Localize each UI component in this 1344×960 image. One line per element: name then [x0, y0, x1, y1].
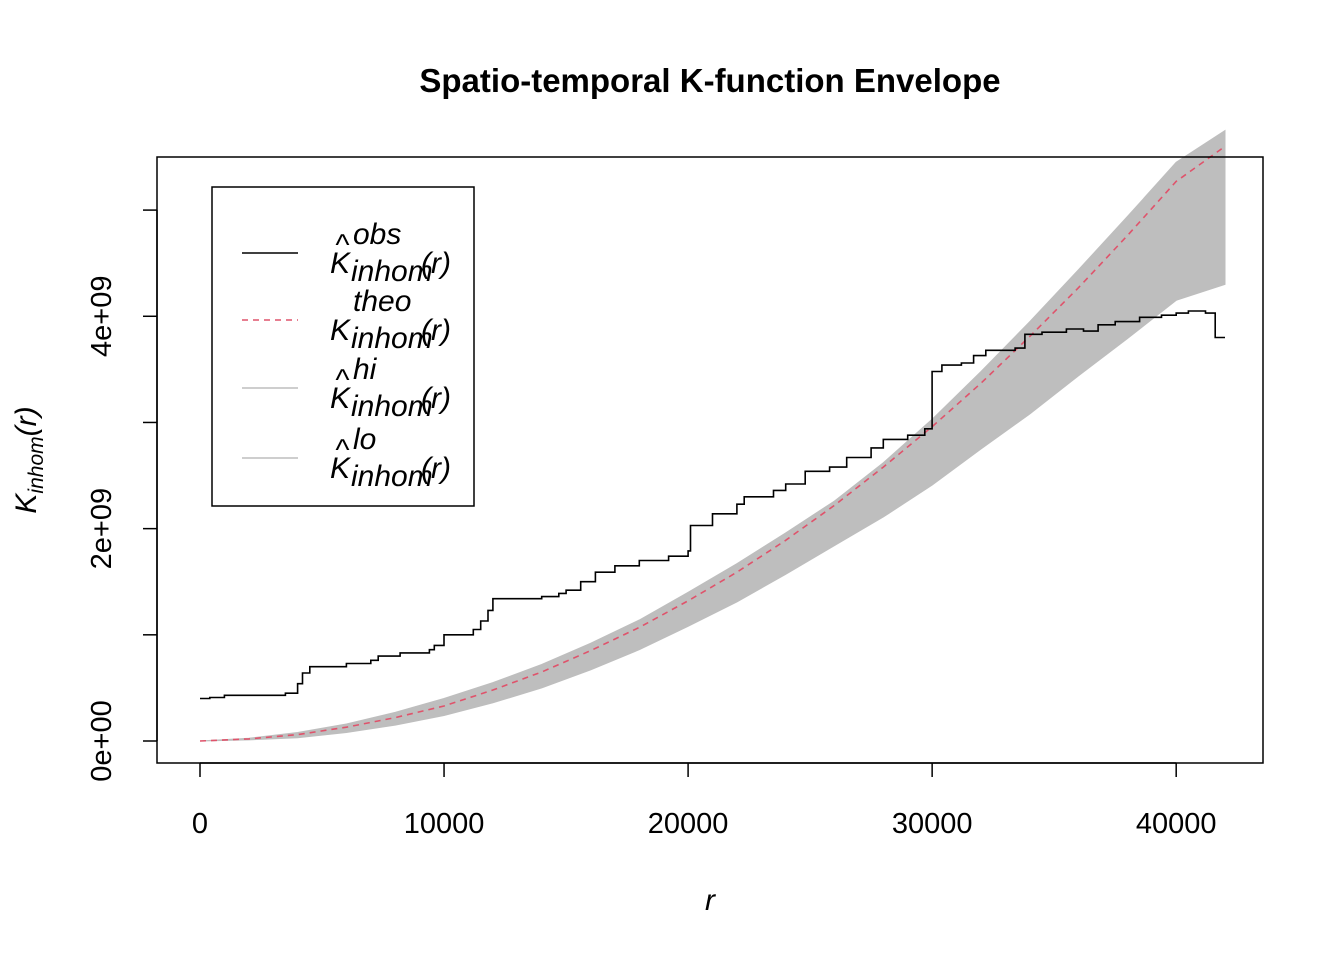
y-axis-label-arg: (r): [10, 406, 43, 436]
legend-label-arg: (r): [421, 314, 451, 347]
x-tick-label: 0: [192, 808, 208, 840]
series-line-obs: [200, 310, 1225, 700]
y-axis-label-base: K: [10, 492, 43, 514]
legend-label-base: K: [330, 382, 352, 415]
y-tick-label: 2e+09: [86, 488, 118, 569]
legend-label-obs: K^ obs inhom(r): [330, 218, 451, 288]
legend-box: [211, 186, 475, 507]
envelope-band: [199, 129, 1226, 742]
legend-label-sub: inhom: [351, 390, 433, 423]
x-tick-label: 10000: [404, 808, 485, 840]
legend-label-base: K: [330, 452, 352, 485]
x-tick-label: 30000: [892, 808, 973, 840]
series-line-theo: [199, 145, 1226, 742]
svg-text:Kinhom(r): Kinhom(r): [10, 406, 48, 513]
legend-label-sub: inhom: [351, 460, 433, 493]
legend-label-arg: (r): [421, 452, 451, 485]
legend-label-hi: K^ hi inhom(r): [330, 353, 451, 423]
y-axis-label: Kinhom(r): [10, 406, 48, 513]
legend-label-sup: lo: [353, 423, 376, 456]
legend-hat-mark: ^: [335, 364, 350, 397]
legend-label-base: K: [330, 247, 352, 280]
x-axis: 0 10000 20000 30000 40000: [192, 762, 1217, 840]
y-axis: 0e+00 2e+09 4e+09: [86, 209, 158, 782]
legend-label-sup: theo: [353, 285, 411, 318]
y-tick-label: 0e+00: [86, 700, 118, 781]
legend-hat-mark: ^: [335, 434, 350, 467]
x-tick-label: 40000: [1136, 808, 1217, 840]
legend-label-base: K: [330, 314, 352, 347]
legend-label-arg: (r): [421, 382, 451, 415]
x-axis-label: r: [705, 884, 716, 917]
legend-label-sub: inhom: [351, 322, 433, 355]
legend-label-sup: hi: [353, 353, 378, 386]
legend-label-sup: obs: [353, 218, 401, 251]
y-tick-label: 4e+09: [86, 276, 118, 357]
legend-hat-mark: ^: [335, 229, 350, 262]
legend-label-arg: (r): [421, 247, 451, 280]
legend-label-lo: K^ lo inhom(r): [330, 423, 451, 493]
legend-label-sub: inhom: [351, 255, 433, 288]
plot-area: [199, 129, 1226, 742]
x-tick-label: 20000: [648, 808, 729, 840]
y-axis-label-sub: inhom: [25, 436, 48, 493]
chart-title: Spatio-temporal K-function Envelope: [419, 62, 1000, 99]
